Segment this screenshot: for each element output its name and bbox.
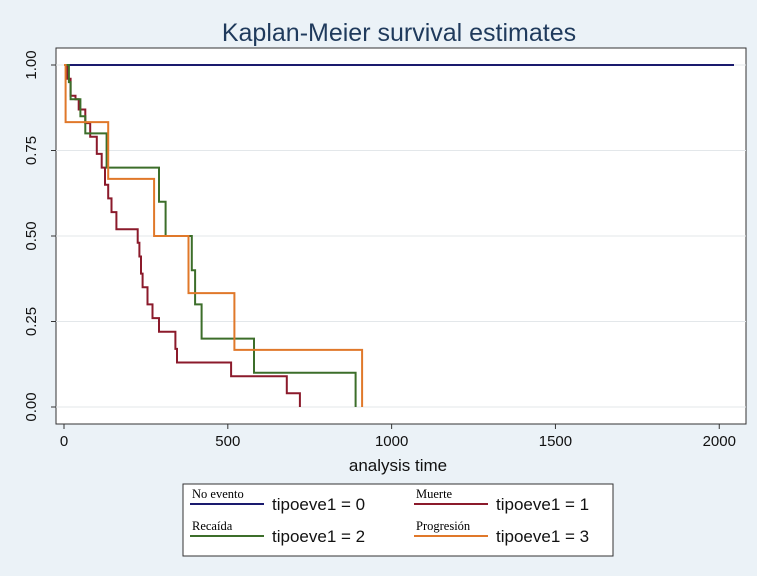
x-tick-label: 1000 xyxy=(375,433,408,450)
x-axis-label: analysis time xyxy=(349,456,447,475)
legend-box xyxy=(182,483,614,557)
legend-series-label: tipoeve1 = 3 xyxy=(496,527,589,546)
legend-handwritten-label: Muerte xyxy=(416,487,453,501)
x-tick-label: 500 xyxy=(215,433,240,450)
legend-handwritten-label: Progresión xyxy=(416,519,471,533)
legend-handwritten-label: No evento xyxy=(192,487,244,501)
legend: No evento tipoeve1 = 0 Muerte tipoeve1 = 1 R… xyxy=(182,483,614,557)
y-tick-label: 1.00 xyxy=(23,50,40,79)
survival-curve-series-1 xyxy=(64,64,301,407)
legend-series-label: tipoeve1 = 0 xyxy=(272,495,365,514)
legend-series-label: tipoeve1 = 1 xyxy=(496,495,589,514)
survival-curve-series-2 xyxy=(64,64,357,407)
y-tick-label: 0.50 xyxy=(23,221,40,250)
x-tick-label: 0 xyxy=(60,433,68,450)
y-tick-label: 0.75 xyxy=(23,136,40,165)
x-tick-label: 2000 xyxy=(703,433,736,450)
x-tick-label: 1500 xyxy=(539,433,572,450)
survival-curve-series-3 xyxy=(64,64,364,407)
legend-handwritten-label: Recaída xyxy=(192,519,233,533)
survival-curves xyxy=(64,64,734,407)
y-tick-label: 0.00 xyxy=(23,392,40,421)
y-tick-label: 0.25 xyxy=(23,307,40,336)
legend-series-label: tipoeve1 = 2 xyxy=(272,527,365,546)
chart-title: Kaplan-Meier survival estimates xyxy=(222,19,576,47)
axes: 0.00 0.25 0.50 0.75 1.00 0 500 1000 1500 2000 xyxy=(23,50,736,450)
